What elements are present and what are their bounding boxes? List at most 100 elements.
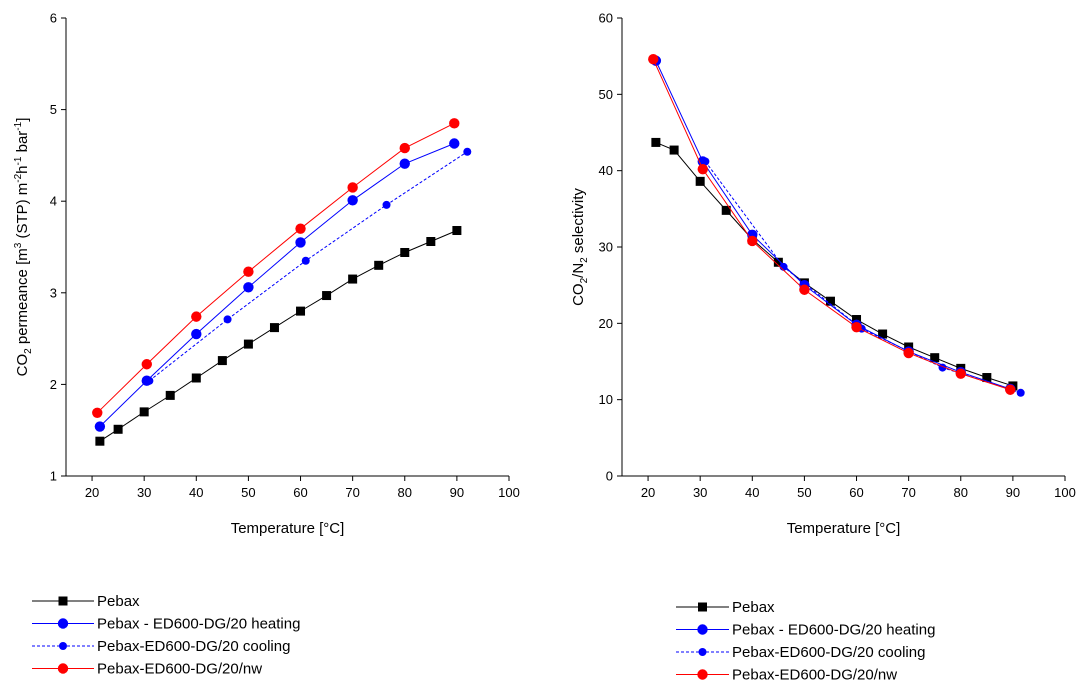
legend-label: Pebax - ED600-DG/20 heating — [732, 622, 935, 639]
data-point — [95, 436, 105, 446]
series-line — [704, 161, 1021, 394]
data-point — [426, 237, 436, 247]
x-tick-label: 30 — [693, 485, 707, 500]
data-point — [348, 274, 358, 284]
y-axis-title-part: -2 — [13, 173, 24, 182]
data-point — [878, 329, 888, 339]
x-tick-label: 70 — [901, 485, 915, 500]
x-tick-label: 80 — [954, 485, 968, 500]
y-axis-title: CO2/N2 selectivity — [570, 188, 590, 306]
legend-marker — [59, 642, 67, 650]
y-axis-title-part: CO — [14, 354, 31, 377]
data-point — [773, 257, 783, 267]
data-point — [94, 421, 106, 432]
y-axis-title-part: CO — [570, 283, 587, 306]
y-tick-label: 60 — [599, 11, 613, 26]
y-tick-label: 0 — [606, 469, 613, 484]
y-axis-title: CO2 permeance [m3 (STP) m-2h-1 bar-1] — [13, 118, 34, 377]
series-line — [655, 60, 1011, 390]
data-point — [347, 182, 358, 193]
y-tick-label: 10 — [599, 392, 613, 407]
y-axis-title-part: (STP) m — [14, 183, 31, 243]
series-4 — [648, 54, 1016, 395]
data-point — [851, 321, 862, 333]
x-tick-label: 100 — [498, 485, 520, 500]
data-point — [243, 282, 254, 293]
y-axis-title-part: permeance [m — [14, 248, 31, 348]
data-point — [399, 142, 410, 154]
y-axis-title-part: h — [14, 165, 31, 173]
legend-marker — [57, 618, 69, 629]
data-point — [669, 145, 679, 155]
data-point — [799, 284, 810, 295]
x-tick-label: 20 — [85, 485, 99, 500]
data-point — [747, 235, 758, 247]
data-point — [825, 296, 835, 306]
data-point — [145, 376, 154, 385]
y-tick-label: 3 — [50, 285, 57, 300]
legend: Pebax Pebax - ED600-DG/20 heating Pebax-ED… — [676, 599, 935, 684]
series-line — [652, 59, 1011, 391]
data-point — [374, 260, 384, 270]
y-axis-title-part: bar — [14, 131, 31, 157]
legend-label: Pebax - ED600-DG/20 heating — [97, 616, 300, 633]
series-1 — [651, 137, 1018, 391]
x-tick-label: 40 — [745, 485, 759, 500]
series-2 — [94, 138, 460, 432]
x-tick-label: 40 — [189, 485, 203, 500]
series-4 — [92, 118, 460, 418]
y-tick-label: 2 — [50, 377, 57, 392]
legend-label: Pebax-ED600-DG/20/nw — [732, 667, 897, 684]
legend-marker — [57, 663, 69, 674]
y-tick-label: 20 — [599, 316, 613, 331]
data-point — [223, 315, 232, 324]
data-point — [982, 373, 992, 383]
data-point — [695, 176, 705, 186]
y-axis-title-part: -1 — [13, 156, 24, 165]
data-point — [113, 424, 123, 434]
series-3 — [701, 157, 1025, 397]
y-axis-title-part: -1 — [13, 121, 24, 130]
y-axis-title-part: 2 — [23, 348, 34, 354]
data-point — [322, 291, 332, 301]
y-axis-title-part: 3 — [13, 242, 24, 248]
y-axis-title-part: 2 — [579, 257, 590, 263]
data-point — [697, 163, 708, 175]
data-point — [269, 323, 279, 333]
data-point — [301, 256, 310, 265]
x-tick-label: 100 — [1054, 485, 1076, 500]
x-tick-label: 60 — [293, 485, 307, 500]
legend-label: Pebax-ED600-DG/20 cooling — [97, 638, 290, 655]
data-point — [399, 158, 410, 169]
x-axis-title: Temperature [°C] — [231, 520, 345, 537]
y-tick-label: 5 — [50, 102, 57, 117]
data-point — [852, 315, 862, 325]
data-point — [701, 157, 710, 166]
data-point — [903, 347, 914, 359]
data-point — [648, 54, 659, 65]
x-tick-label: 30 — [137, 485, 151, 500]
chart-panel-2: 0 10 20 30 40 50 60 20 30 40 50 60 70 80 90 100 Temperat… — [570, 11, 1076, 684]
series-line — [96, 122, 455, 414]
data-point — [295, 223, 306, 234]
y-tick-label: 6 — [50, 11, 57, 26]
data-point — [191, 328, 202, 340]
chart-panel-1: 1 2 3 4 5 6 20 30 40 50 60 70 80 90 100 Temperature [°C… — [13, 11, 520, 678]
legend-marker — [698, 602, 707, 612]
data-point — [165, 390, 175, 400]
x-tick-label: 50 — [797, 485, 811, 500]
legend-label: Pebax-ED600-DG/20/nw — [97, 661, 262, 678]
legend-marker — [697, 624, 708, 635]
series-line — [99, 143, 455, 427]
data-point — [721, 205, 731, 215]
y-tick-label: 40 — [599, 163, 613, 178]
data-point — [955, 368, 966, 379]
data-point — [449, 138, 460, 149]
data-point — [1016, 388, 1025, 397]
x-tick-label: 50 — [241, 485, 255, 500]
series-2 — [650, 55, 1016, 395]
y-axis-title-part: selectivity — [570, 188, 587, 258]
y-tick-label: 30 — [599, 240, 613, 255]
x-tick-label: 70 — [345, 485, 359, 500]
